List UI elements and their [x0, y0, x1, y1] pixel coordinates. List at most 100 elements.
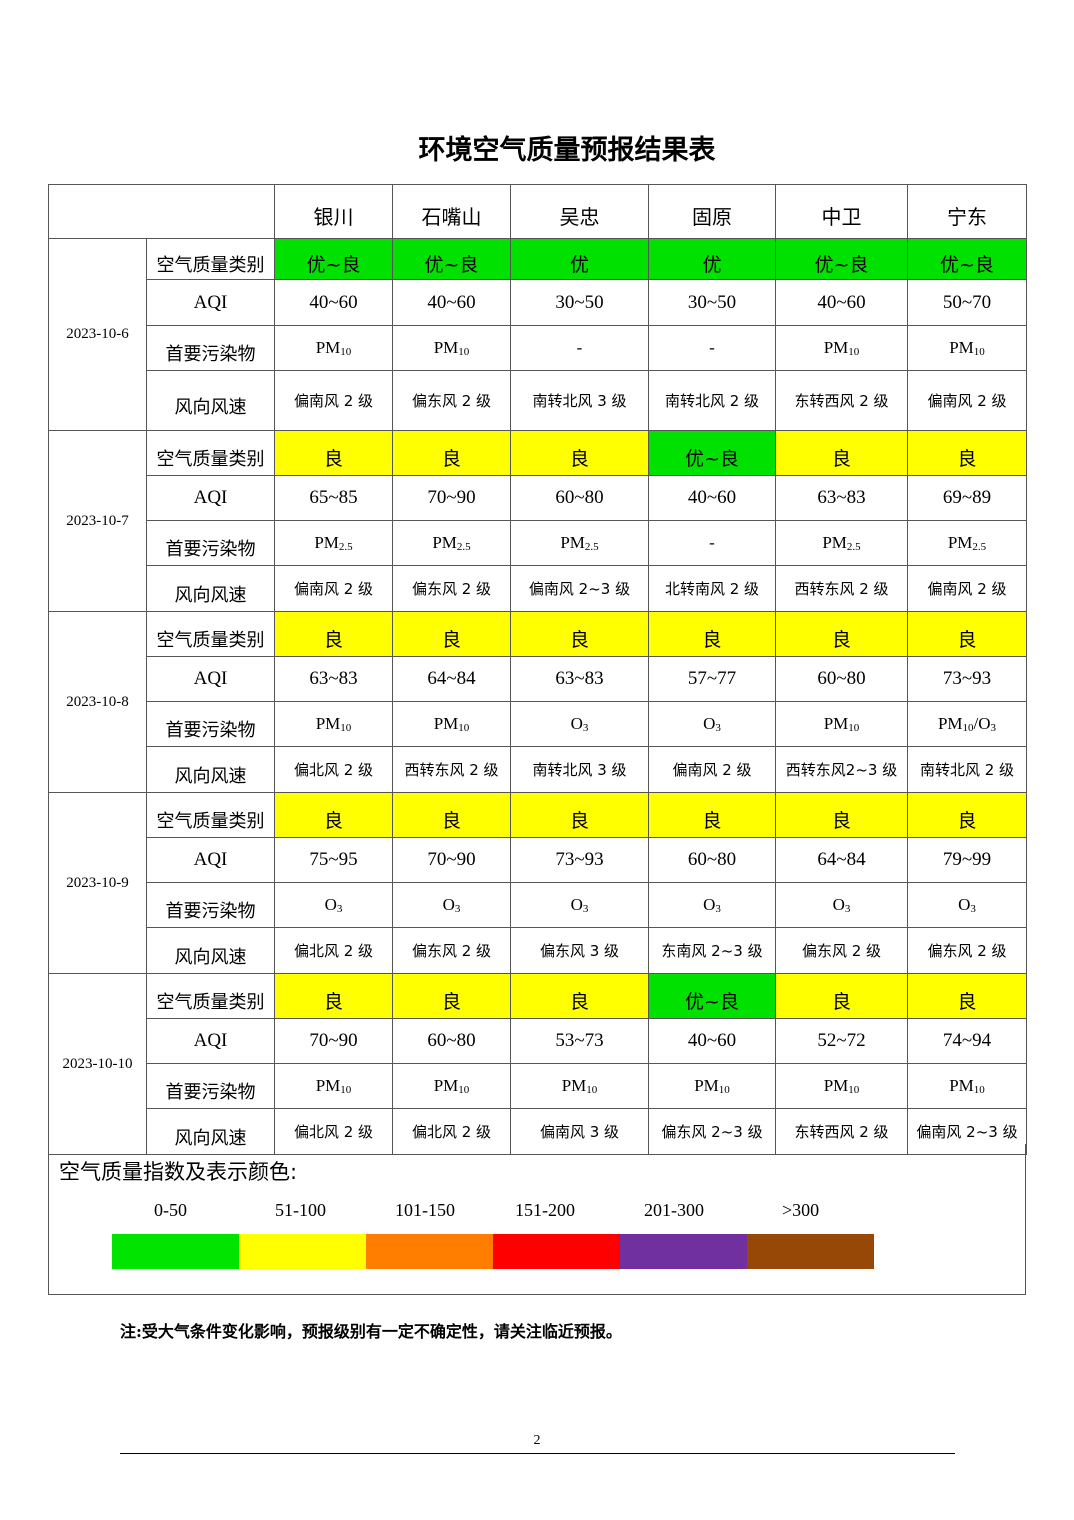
- aqi-cell: 30~50: [648, 279, 776, 326]
- aqi-cell: 65~85: [274, 475, 393, 521]
- pollutant-cell: -: [510, 325, 649, 371]
- pollutant-text: 10: [962, 722, 974, 734]
- quality-cell: 良: [775, 973, 908, 1019]
- legend-range-label: 51-100: [275, 1200, 326, 1220]
- forecast-table: 银川 石嘴山 吴忠 固原 中卫 宁东 2023-10-6 空气质量类别 优~良 优~良优优优~良优…: [48, 184, 1027, 1155]
- table-row-pollutant: 首要污染物 PM2.5 PM2.5 PM2.5- PM2.5 PM2.5: [49, 520, 1027, 566]
- quality-cell: 良: [775, 792, 908, 838]
- legend-swatch: [239, 1234, 366, 1269]
- pollutant-text: -: [709, 533, 715, 552]
- pollutant-text: 3: [844, 903, 851, 915]
- pollutant-text: PM: [949, 338, 974, 357]
- pollutant-text: 10: [848, 722, 860, 734]
- quality-cell: 良: [648, 792, 776, 838]
- aqi-cell: 63~83: [274, 656, 393, 702]
- row-label: 风向风速: [146, 927, 275, 974]
- pollutant-cell: PM2.5: [392, 520, 511, 566]
- wind-cell: 东南风 2~3 级: [648, 927, 776, 974]
- quality-cell: 良: [775, 430, 908, 476]
- wind-cell: 偏东风 2 级: [907, 927, 1027, 974]
- quality-cell: 良: [907, 792, 1027, 838]
- quality-cell: 优~良: [274, 238, 393, 280]
- quality-cell: 良: [274, 430, 393, 476]
- pollutant-text: 3: [970, 903, 976, 915]
- wind-cell: 偏南风 2 级: [648, 746, 776, 793]
- table-row-quality: 2023-10-7 空气质量类别良良良优~良良良: [48, 430, 1027, 612]
- quality-cell: 良: [392, 430, 511, 476]
- header-row: 银川 石嘴山 吴忠 固原 中卫 宁东: [48, 184, 1027, 239]
- row-label: AQI: [146, 656, 275, 702]
- legend-title: 空气质量指数及表示颜色:: [59, 1160, 298, 1184]
- table-row-aqi: AQI 65~85 70~90 60~80 40~60 63~83 69~89: [49, 475, 1027, 521]
- quality-cell: 优~良: [907, 238, 1027, 280]
- aqi-cell: 60~80: [392, 1018, 511, 1064]
- pollutant-text: 10: [458, 1084, 470, 1096]
- pollutant-cell: O3: [648, 882, 776, 928]
- aqi-cell: 50~70: [907, 279, 1027, 326]
- pollutant-text: O: [703, 714, 716, 733]
- row-label: 空气质量类别: [146, 792, 275, 838]
- pollutant-text: PM: [823, 1076, 849, 1095]
- pollutant-cell: O3: [274, 882, 393, 928]
- pollutant-text: -: [709, 338, 715, 357]
- pollutant-text: 10: [848, 346, 860, 358]
- quality-cell: 良: [392, 792, 511, 838]
- pollutant-text: 10: [458, 722, 470, 734]
- pollutant-cell: -: [648, 325, 776, 371]
- aqi-cell: 69~89: [907, 475, 1027, 521]
- city-header: 宁东: [907, 184, 1027, 239]
- legend-swatch: [366, 1234, 493, 1269]
- pollutant-cell: PM10: [775, 701, 908, 747]
- quality-cell: 优~良: [392, 238, 511, 280]
- row-label: 空气质量类别: [146, 430, 275, 476]
- pollutant-text: PM: [947, 533, 973, 552]
- pollutant-text: 10: [973, 346, 985, 358]
- table-row-quality: 2023-10-8 空气质量类别良良良良良良: [48, 611, 1027, 793]
- quality-cell: 良: [510, 611, 649, 657]
- pollutant-cell: PM10: [907, 1063, 1027, 1109]
- wind-cell: 偏北风 2 级: [274, 927, 393, 974]
- table-row-aqi: AQI 75~95 70~90 73~93 60~80 64~84 79~99: [49, 837, 1027, 883]
- wind-cell: 南转北风 2 级: [648, 370, 776, 431]
- aqi-color-bar: [112, 1234, 874, 1269]
- table-row-pollutant: 首要污染物 O3 O3 O3 O3 O3 O3: [49, 882, 1027, 928]
- wind-cell: 偏南风 2~3 级: [510, 565, 649, 612]
- pollutant-text: PM: [823, 714, 849, 733]
- pollutant-cell: O3: [392, 882, 511, 928]
- pollutant-text: PM: [314, 533, 339, 552]
- wind-cell: 偏北风 2 级: [274, 1108, 393, 1155]
- pollutant-cell: PM2.5: [907, 520, 1027, 566]
- wind-cell: 偏东风 2 级: [392, 927, 511, 974]
- quality-cell: 良: [274, 973, 393, 1019]
- city-header: 固原: [648, 184, 776, 239]
- row-label: AQI: [146, 1018, 275, 1064]
- row-label: AQI: [146, 279, 275, 326]
- quality-cell: 优~良: [775, 238, 908, 280]
- table-row-quality: 2023-10-6 空气质量类别 优~良 优~良优优优~良 优~良: [48, 238, 1027, 431]
- table-row-wind: 风向风速 偏北风 2 级偏东风 2 级偏东风 3 级东南风 2~3 级偏东风 2 …: [49, 927, 1027, 974]
- date-cell: 2023-10-7: [48, 430, 147, 612]
- row-label: 首要污染物: [146, 1063, 275, 1109]
- row-label: 首要污染物: [146, 520, 275, 566]
- pollutant-text: 2.5: [972, 541, 987, 553]
- pollutant-text: 10: [973, 1084, 985, 1096]
- wind-cell: 偏南风 3 级: [510, 1108, 649, 1155]
- pollutant-text: 10: [586, 1084, 598, 1096]
- table-row-wind: 风向风速 偏北风 2 级西转东风 2 级南转北风 3 级偏南风 2 级西转东风2~…: [49, 746, 1027, 793]
- city-header: 中卫: [775, 184, 908, 239]
- pollutant-cell: -: [648, 520, 776, 566]
- table-row-quality: 2023-10-10 空气质量类别良良良优~良良良: [48, 973, 1027, 1155]
- pollutant-cell: PM10: [648, 1063, 776, 1109]
- pollutant-cell: PM2.5: [274, 520, 393, 566]
- quality-cell: 良: [510, 973, 649, 1019]
- pollutant-text: PM: [694, 1076, 719, 1095]
- pollutant-cell: PM10: [274, 325, 393, 371]
- quality-cell: 良: [907, 973, 1027, 1019]
- aqi-cell: 75~95: [274, 837, 393, 883]
- aqi-cell: 40~60: [648, 475, 776, 521]
- city-header: 吴忠: [510, 184, 649, 239]
- pollutant-text: PM: [433, 338, 459, 357]
- quality-cell: 良: [510, 430, 649, 476]
- aqi-cell: 40~60: [648, 1018, 776, 1064]
